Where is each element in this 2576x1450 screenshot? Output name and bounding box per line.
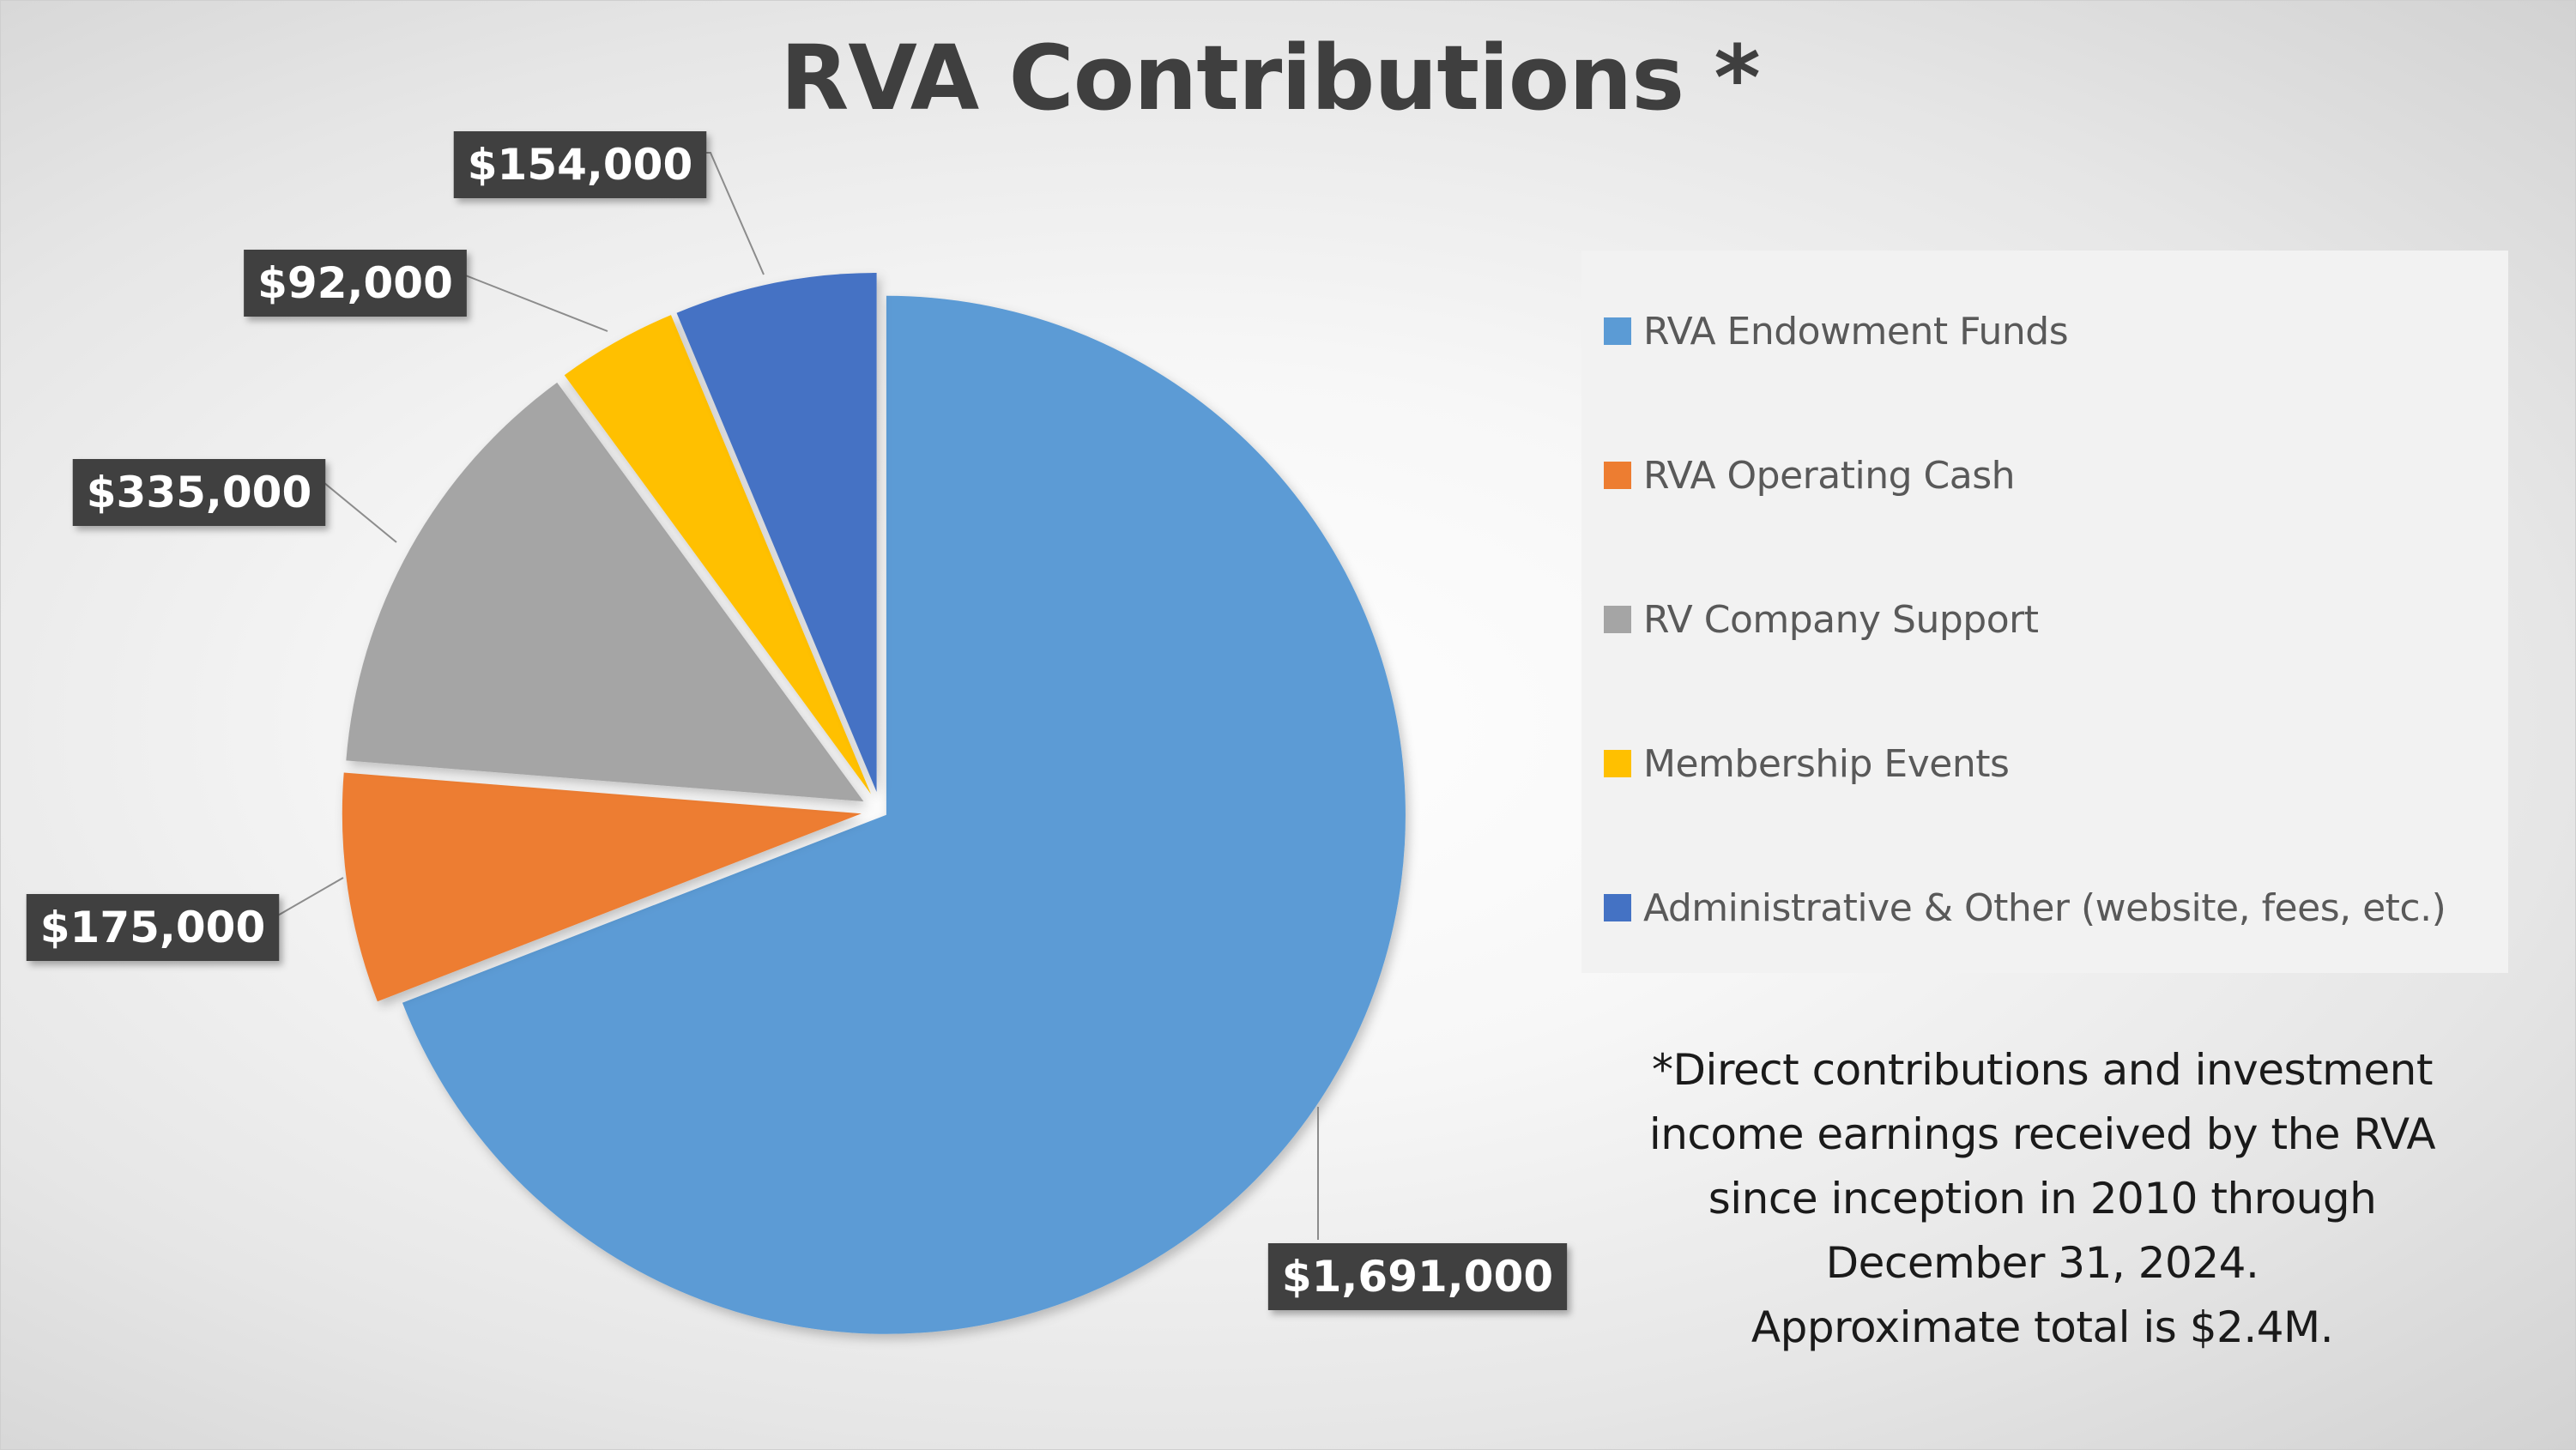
footnote-line: *Direct contributions and investment [1652, 1045, 2433, 1095]
legend-label: Membership Events [1643, 741, 2010, 786]
data-label-administrative: $154,000 [453, 131, 707, 198]
data-label-text: $335,000 [87, 468, 312, 517]
data-label-text: $154,000 [468, 140, 693, 190]
legend-item-company-support: RV Company Support [1604, 585, 2039, 654]
data-label-membership-events: $92,000 [244, 250, 467, 317]
data-label-operating-cash: $175,000 [26, 894, 280, 961]
data-label-text: $1,691,000 [1282, 1252, 1553, 1302]
legend-label: RV Company Support [1643, 597, 2039, 642]
data-label-box [453, 131, 707, 198]
pie-slice-administrative [676, 273, 877, 793]
data-label-box [26, 894, 280, 961]
data-label-text: $92,000 [257, 258, 453, 308]
leader-line-company-support [318, 478, 397, 543]
data-label-endowment: $1,691,000 [1267, 1243, 1568, 1310]
chart-title: RVA Contributions * [780, 26, 1761, 130]
footnote-line: income earnings received by the RVA [1648, 1109, 2436, 1159]
data-label-company-support: $335,000 [72, 459, 326, 526]
legend-item-administrative: Administrative & Other (website, fees, e… [1604, 873, 2446, 942]
legend-swatch [1604, 606, 1631, 633]
data-label-box [72, 459, 326, 526]
legend-item-operating-cash: RVA Operating Cash [1604, 441, 2016, 510]
legend-item-endowment: RVA Endowment Funds [1604, 297, 2069, 366]
data-label-box [244, 250, 467, 317]
leader-line-operating-cash [275, 877, 344, 917]
legend-item-membership-events: Membership Events [1604, 729, 2010, 798]
legend-label: Administrative & Other (website, fees, e… [1643, 885, 2446, 930]
legend-swatch [1604, 750, 1631, 777]
pie-slice-membership-events [564, 315, 871, 794]
footnote-line: Approximate total is $2.4M. [1751, 1302, 2334, 1352]
legend-swatch [1604, 317, 1631, 345]
pie-slice-endowment [402, 295, 1406, 1334]
footnote-line: December 31, 2024. [1825, 1238, 2259, 1288]
pie-slices [342, 273, 1406, 1334]
leader-line-administrative [697, 152, 765, 275]
legend-swatch [1604, 894, 1631, 921]
data-label-text: $175,000 [40, 903, 266, 952]
data-labels: $1,691,000 $175,000 $335,000 $92,000 $154,00… [26, 131, 1568, 1310]
data-label-box [1267, 1243, 1568, 1310]
footnote-line: since inception in 2010 through [1708, 1174, 2377, 1223]
pie-slice-operating-cash [342, 772, 862, 1002]
legend-label: RVA Operating Cash [1643, 453, 2016, 498]
legend: RVA Endowment Funds RVA Operating Cash R… [1581, 251, 2508, 973]
legend-swatch [1604, 462, 1631, 489]
legend-label: RVA Endowment Funds [1643, 309, 2069, 353]
leader-line-membership-events [463, 274, 608, 332]
footnote: *Direct contributions and investment inc… [1579, 1038, 2506, 1360]
pie-slice-company-support [346, 382, 864, 802]
